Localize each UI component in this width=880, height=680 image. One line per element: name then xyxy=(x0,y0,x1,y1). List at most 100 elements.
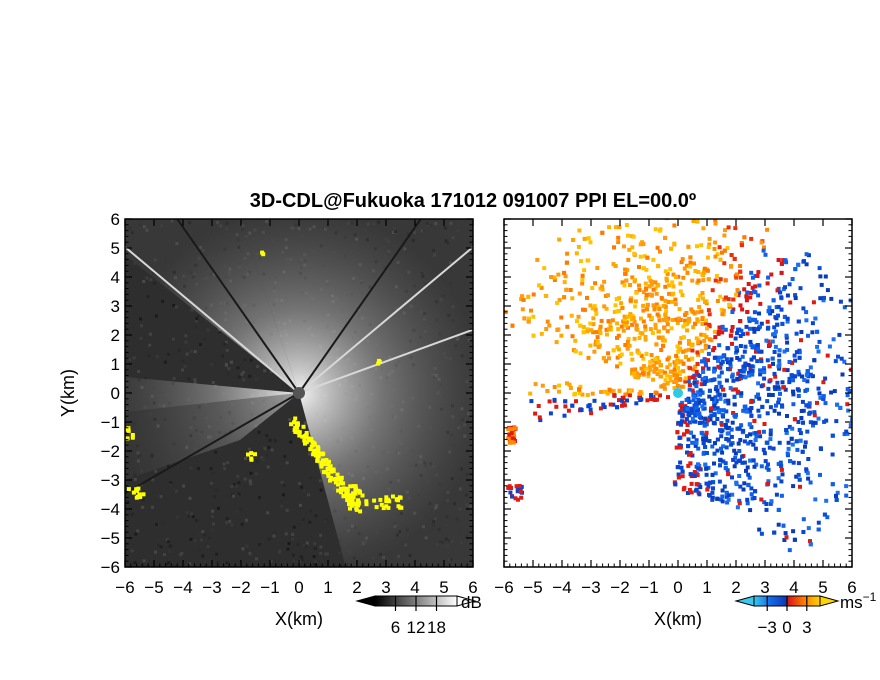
right-velocity-pixel xyxy=(808,420,813,425)
left-yellow-pixel xyxy=(295,423,300,427)
right-velocity-pixel xyxy=(668,378,673,383)
right-velocity-pixel xyxy=(730,475,734,480)
right-velocity-pixel xyxy=(838,299,843,304)
right-velocity-pixel xyxy=(776,400,781,405)
left-yellow-pixel xyxy=(320,458,325,463)
right-velocity-pixel xyxy=(681,324,686,329)
right-velocity-pixel xyxy=(690,410,695,415)
right-velocity-pixel xyxy=(720,499,725,504)
left-noise-speck xyxy=(126,500,130,504)
right-velocity-pixel xyxy=(639,316,643,321)
right-velocity-pixel xyxy=(602,304,607,309)
right-velocity-pixel xyxy=(701,398,706,403)
right-velocity-pixel xyxy=(716,331,721,336)
left-yellow-pixel xyxy=(339,490,343,495)
right-velocity-pixel xyxy=(612,393,617,398)
right-velocity-pixel xyxy=(598,324,603,329)
right-velocity-pixel xyxy=(757,414,762,419)
left-noise-speck xyxy=(224,363,228,366)
right-velocity-pixel xyxy=(592,349,597,354)
left-noise-speck xyxy=(266,465,270,469)
right-velocity-pixel xyxy=(759,321,764,326)
right-velocity-pixel xyxy=(717,245,722,250)
right-velocity-pixel xyxy=(712,246,717,251)
left-noise-speck xyxy=(196,314,200,318)
right-velocity-pixel xyxy=(805,369,810,374)
right-velocity-pixel xyxy=(651,303,656,308)
right-velocity-pixel xyxy=(649,293,654,298)
right-velocity-pixel xyxy=(728,361,733,366)
right-velocity-pixel xyxy=(801,517,806,522)
right-velocity-pixel xyxy=(526,294,531,299)
left-noise-speck xyxy=(257,496,261,500)
right-velocity-pixel xyxy=(620,280,625,285)
right-velocity-pixel xyxy=(738,275,743,280)
right-velocity-pixel xyxy=(674,354,679,358)
right-velocity-pixel xyxy=(730,374,735,379)
right-velocity-pixel xyxy=(778,460,783,465)
right-velocity-pixel xyxy=(703,380,707,384)
left-noise-speck xyxy=(210,362,214,366)
right-velocity-pixel xyxy=(627,247,632,252)
right-velocity-pixel xyxy=(806,253,811,258)
right-velocity-pixel xyxy=(743,404,748,409)
right-velocity-pixel xyxy=(730,325,735,329)
right-velocity-pixel xyxy=(679,422,683,427)
right-velocity-pixel xyxy=(593,342,598,347)
right-velocity-pixel xyxy=(797,372,802,377)
right-velocity-pixel xyxy=(789,373,794,378)
left-noise-speck xyxy=(289,440,293,444)
right-velocity-pixel xyxy=(791,389,795,394)
left-noise-speck xyxy=(285,461,289,465)
right-velocity-pixel xyxy=(857,402,861,406)
right-velocity-pixel xyxy=(717,380,722,385)
right-velocity-pixel xyxy=(592,398,597,403)
left-noise-speck xyxy=(255,460,259,464)
left-noise-speck xyxy=(189,466,193,470)
left-noise-speck xyxy=(280,499,284,503)
right-velocity-pixel xyxy=(687,316,692,321)
right-velocity-pixel xyxy=(632,373,637,378)
right-velocity-pixel xyxy=(678,281,683,286)
right-velocity-pixel xyxy=(783,285,787,290)
right-velocity-pixel xyxy=(571,238,576,242)
right-velocity-pixel xyxy=(510,494,515,499)
right-velocity-pixel xyxy=(745,331,750,336)
right-velocity-pixel xyxy=(796,461,801,466)
right-velocity-pixel xyxy=(613,225,618,230)
left-noise-speck xyxy=(278,549,282,553)
right-velocity-pixel xyxy=(718,277,723,282)
right-velocity-pixel xyxy=(620,306,625,310)
right-velocity-pixel xyxy=(702,450,707,455)
right-velocity-pixel xyxy=(769,499,774,504)
right-velocity-pixel xyxy=(705,487,710,492)
right-velocity-pixel xyxy=(866,358,870,362)
right-velocity-pixel xyxy=(855,378,859,382)
right-velocity-pixel xyxy=(643,337,648,342)
right-velocity-pixel xyxy=(732,464,737,469)
right-velocity-pixel xyxy=(719,422,724,427)
right-velocity-pixel xyxy=(721,387,726,392)
right-velocity-pixel xyxy=(508,490,513,495)
right-velocity-pixel xyxy=(823,376,828,381)
left-noise-speck xyxy=(211,509,215,513)
right-x-tick-label: 4 xyxy=(789,578,798,597)
right-velocity-pixel xyxy=(867,363,871,367)
left-yellow-pixel xyxy=(319,460,324,465)
right-velocity-pixel xyxy=(716,409,721,414)
right-velocity-pixel xyxy=(818,395,823,400)
left-x-tick-label: 0 xyxy=(294,578,303,597)
right-velocity-pixel xyxy=(581,330,586,335)
right-velocity-pixel xyxy=(622,403,627,408)
left-yellow-pixel xyxy=(316,454,321,459)
right-velocity-pixel xyxy=(646,371,651,376)
right-velocity-pixel xyxy=(624,323,629,328)
right-velocity-pixel xyxy=(696,297,701,302)
right-velocity-pixel xyxy=(554,404,559,409)
right-velocity-pixel xyxy=(664,318,669,323)
right-velocity-pixel xyxy=(733,414,738,419)
right-velocity-pixel xyxy=(663,312,668,317)
right-velocity-pixel xyxy=(731,457,736,462)
right-velocity-pixel xyxy=(573,391,578,396)
right-velocity-pixel xyxy=(813,420,818,425)
